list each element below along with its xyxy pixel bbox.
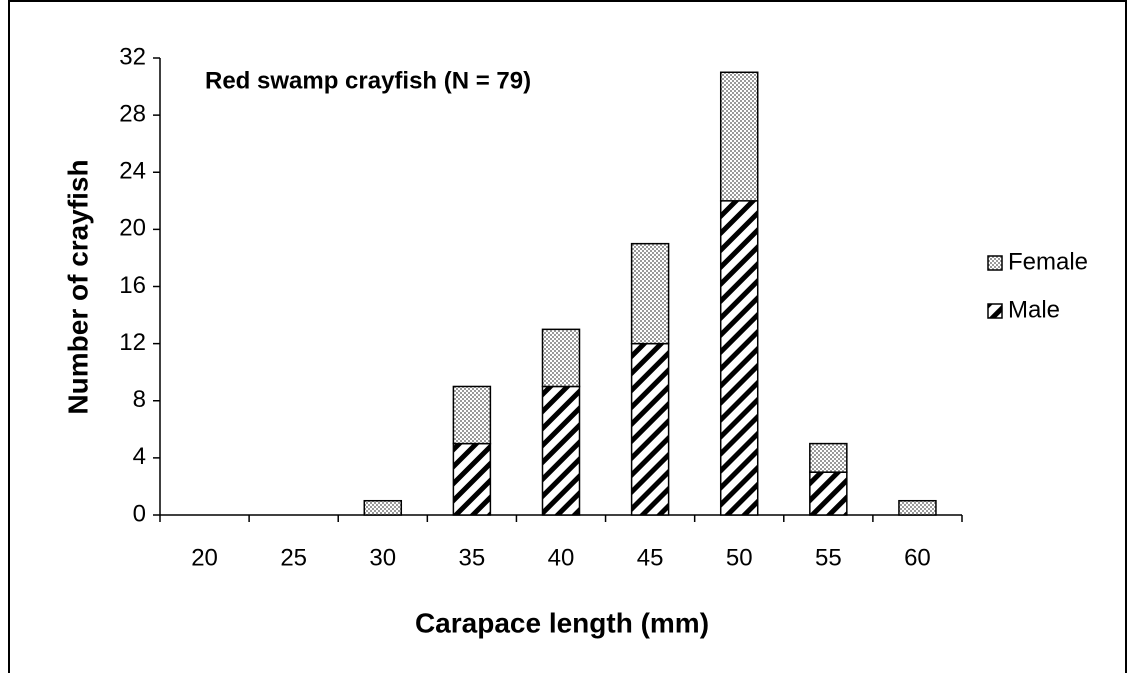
bar-segment [809,471,848,516]
bar-segment [452,442,492,516]
bar-segment [630,342,670,516]
legend-label: Female [1008,248,1088,275]
x-tick-label: 55 [815,544,842,571]
bar-segment [630,242,670,345]
legend-swatch [987,255,1003,271]
x-tick-label: 45 [637,544,664,571]
chart-title: Red swamp crayfish (N = 79) [205,67,531,94]
y-tick-label: 16 [119,272,146,299]
bar-segment [541,385,581,516]
y-tick-label: 28 [119,100,146,127]
y-tick-label: 4 [133,443,146,470]
bar-segment [719,71,759,202]
y-tick-label: 12 [119,329,146,356]
x-tick-label: 50 [726,544,753,571]
bar-segment [541,328,581,388]
y-tick-label: 0 [133,500,146,527]
y-tick-label: 20 [119,215,146,242]
bar-segment [898,499,937,516]
x-axis-label: Carapace length (mm) [415,607,709,638]
x-tick-label: 40 [548,544,575,571]
legend-swatch [987,303,1003,319]
bar-segment [452,385,492,445]
x-tick-label: 20 [191,544,218,571]
bar-segment [719,200,759,516]
y-tick-label: 32 [119,43,146,70]
x-tick-label: 60 [904,544,931,571]
x-tick-label: 25 [280,544,307,571]
y-axis-label: Number of crayfish [62,159,93,414]
x-tick-label: 30 [369,544,396,571]
legend-label: Male [1008,296,1060,323]
frame [8,0,1127,678]
bar-segment [363,499,403,516]
bar-segment [809,442,848,473]
x-tick-label: 35 [459,544,486,571]
y-tick-label: 24 [119,158,146,185]
y-tick-label: 8 [133,386,146,413]
